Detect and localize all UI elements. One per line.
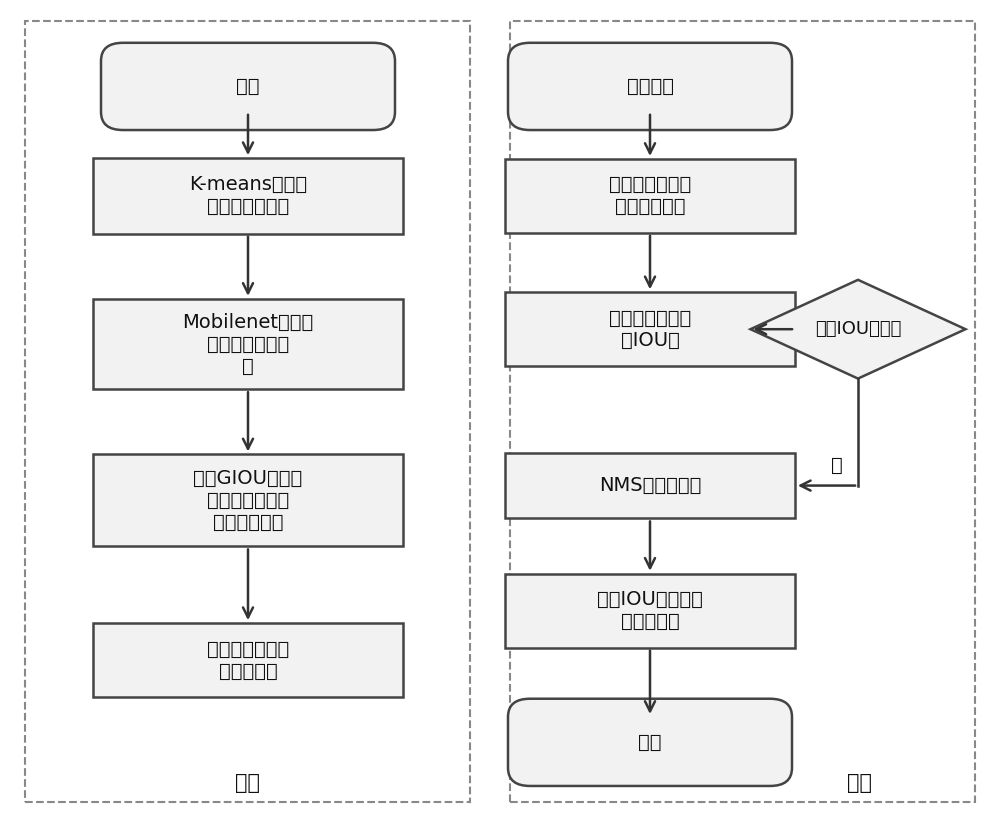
FancyBboxPatch shape (25, 21, 470, 802)
Text: K-means聚类获
取目标初始锚点: K-means聚类获 取目标初始锚点 (189, 175, 307, 216)
FancyBboxPatch shape (505, 292, 795, 366)
Text: 是: 是 (831, 455, 842, 475)
FancyBboxPatch shape (93, 299, 403, 389)
Text: 挑选IOU最大值作
为预测结果: 挑选IOU最大值作 为预测结果 (597, 590, 703, 631)
FancyBboxPatch shape (93, 454, 403, 546)
FancyBboxPatch shape (505, 159, 795, 233)
FancyBboxPatch shape (510, 21, 975, 802)
FancyBboxPatch shape (505, 453, 795, 518)
Text: 大于IOU阈值？: 大于IOU阈值？ (815, 320, 901, 338)
FancyBboxPatch shape (93, 158, 403, 234)
FancyBboxPatch shape (508, 699, 792, 786)
Text: 测试: 测试 (848, 774, 872, 793)
Text: 加入GIOU损失，
训练数据，获得
最终权重文件: 加入GIOU损失， 训练数据，获得 最终权重文件 (193, 469, 303, 532)
FancyBboxPatch shape (505, 574, 795, 648)
Text: 分别与真实框计
算IOU值: 分别与真实框计 算IOU值 (609, 309, 691, 350)
Text: 训练: 训练 (236, 774, 260, 793)
Text: 测试图片: 测试图片 (626, 77, 674, 96)
Polygon shape (750, 280, 966, 379)
Text: NMS筛选预测框: NMS筛选预测框 (599, 476, 701, 495)
Text: 根据权重文件产
生相应预测框: 根据权重文件产 生相应预测框 (609, 175, 691, 216)
Text: 开始: 开始 (236, 77, 260, 96)
Text: 利用权重文件测
试输入图像: 利用权重文件测 试输入图像 (207, 639, 289, 681)
Text: Mobilenet对训练
数据进行特征提
取: Mobilenet对训练 数据进行特征提 取 (182, 313, 314, 375)
FancyBboxPatch shape (101, 43, 395, 130)
FancyBboxPatch shape (508, 43, 792, 130)
FancyBboxPatch shape (93, 623, 403, 697)
Text: 结束: 结束 (638, 732, 662, 752)
